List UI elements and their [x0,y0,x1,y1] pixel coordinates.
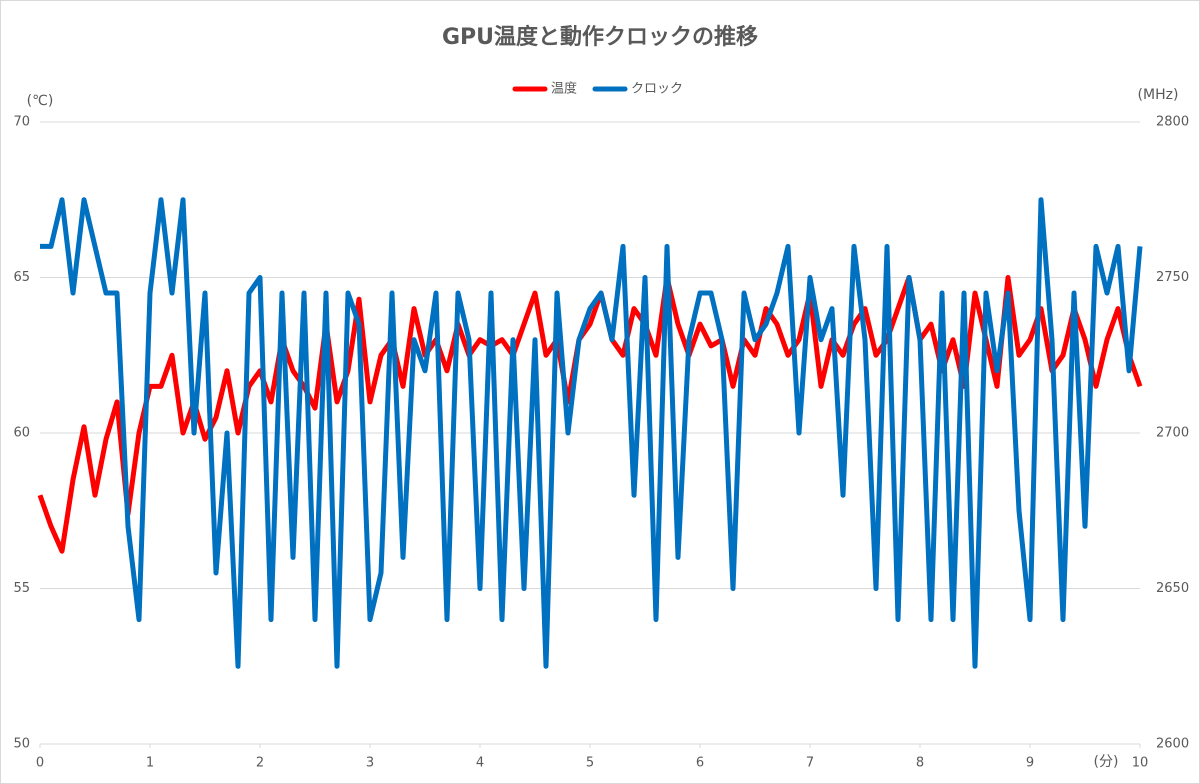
y-tick-label: 65 [13,270,30,285]
x-tick-label: 1 [146,756,154,771]
chart-title: GPU温度と動作クロックの推移 [442,24,758,50]
y2-axis-unit: (MHz) [1138,87,1179,103]
y-tick-label: 50 [13,737,30,752]
x-tick-label: 6 [696,756,704,771]
legend-label: クロック [631,82,683,97]
y-tick-label: 55 [13,581,30,596]
x-tick-label: 3 [366,756,374,771]
x-tick-label: 5 [586,756,594,771]
y2-tick-label: 2800 [1156,115,1189,130]
x-tick-label: 4 [476,756,484,771]
x-axis-unit: (分) [1094,754,1119,770]
x-tick-label: 9 [1026,756,1034,771]
y2-tick-label: 2650 [1156,581,1189,596]
x-tick-label: 0 [36,756,44,771]
x-tick-label: 7 [806,756,814,771]
x-tick-label: 2 [256,756,264,771]
line-series [40,197,1143,669]
y2-tick-label: 2600 [1156,737,1189,752]
y2-tick-label: 2750 [1156,270,1189,285]
y-tick-label: 60 [13,426,30,441]
y-tick-label: 70 [13,115,30,130]
y-axis-unit: (℃) [27,93,54,109]
x-tick-label: 8 [916,756,924,771]
legend-label: 温度 [551,81,577,97]
y2-tick-label: 2700 [1156,426,1189,441]
x-tick-label: 10 [1132,756,1149,771]
line-series [37,275,1143,554]
